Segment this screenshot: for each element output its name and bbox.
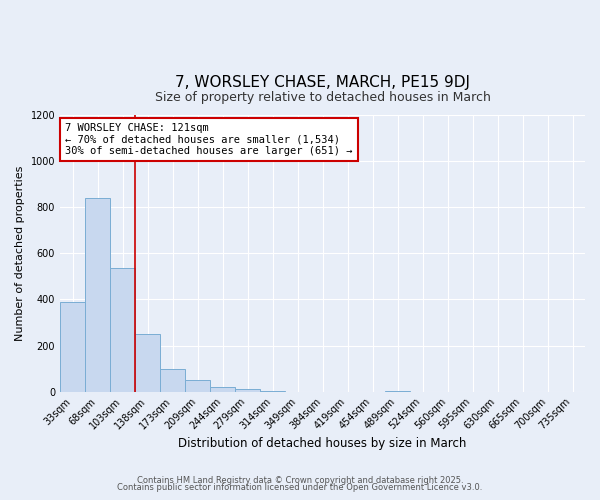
- Bar: [135, 334, 160, 392]
- Y-axis label: Number of detached properties: Number of detached properties: [15, 166, 25, 341]
- Bar: [60, 302, 85, 392]
- Text: Size of property relative to detached houses in March: Size of property relative to detached ho…: [155, 90, 490, 104]
- Bar: [185, 380, 210, 392]
- Bar: [160, 370, 185, 392]
- Text: 7 WORSLEY CHASE: 121sqm
← 70% of detached houses are smaller (1,534)
30% of semi: 7 WORSLEY CHASE: 121sqm ← 70% of detache…: [65, 123, 353, 156]
- Text: Contains HM Land Registry data © Crown copyright and database right 2025.: Contains HM Land Registry data © Crown c…: [137, 476, 463, 485]
- Bar: [110, 268, 135, 392]
- Bar: [85, 198, 110, 392]
- Bar: [260, 390, 285, 392]
- X-axis label: Distribution of detached houses by size in March: Distribution of detached houses by size …: [178, 437, 467, 450]
- Text: Contains public sector information licensed under the Open Government Licence v3: Contains public sector information licen…: [118, 484, 482, 492]
- Bar: [210, 387, 235, 392]
- Bar: [385, 390, 410, 392]
- Title: 7, WORSLEY CHASE, MARCH, PE15 9DJ: 7, WORSLEY CHASE, MARCH, PE15 9DJ: [175, 75, 470, 90]
- Bar: [235, 389, 260, 392]
